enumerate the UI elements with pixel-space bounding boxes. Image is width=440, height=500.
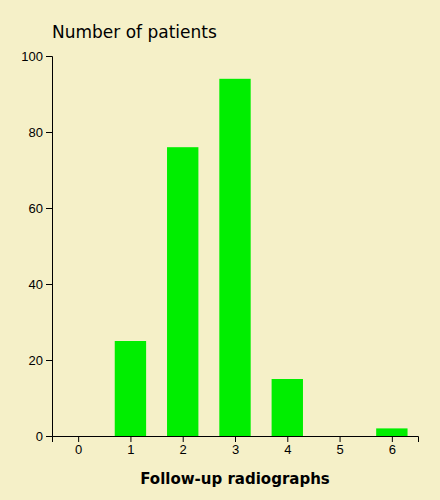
x-axis-tick-mark: [287, 436, 288, 442]
x-axis-tick-mark: [340, 436, 341, 442]
x-axis-tick: 3: [232, 436, 239, 457]
x-axis-tick-label: 2: [180, 442, 187, 457]
x-axis-tick: 6: [389, 436, 396, 457]
y-axis-tick-mark: [46, 284, 52, 285]
y-axis-tick-label: 100: [21, 49, 43, 64]
x-axis-tick-mark: [183, 436, 184, 442]
x-axis-tick: 5: [336, 436, 343, 457]
y-axis: 0 20 40 60 80 100: [21, 49, 52, 444]
x-axis-tick: 0: [75, 436, 82, 457]
x-axis-tick-label: 0: [75, 442, 82, 457]
x-axis-tick: 2: [180, 436, 187, 457]
x-axis-line: [53, 437, 419, 443]
x-axis-tick-mark: [392, 436, 393, 442]
y-axis-tick-label: 40: [29, 277, 43, 292]
x-axis-tick-label: 5: [336, 442, 343, 457]
x-axis-tick: 4: [284, 436, 291, 457]
bar: [167, 147, 198, 436]
y-axis-line: [46, 57, 53, 437]
bar: [219, 79, 250, 436]
x-axis-title: Follow-up radiographs: [140, 470, 330, 488]
y-axis-tick-mark: [46, 436, 52, 437]
y-axis-tick-mark: [46, 56, 52, 57]
y-axis-tick-label: 20: [29, 353, 43, 368]
y-axis-tick-label: 60: [29, 201, 43, 216]
y-axis-tick: 60: [29, 201, 52, 216]
bar: [376, 428, 407, 436]
y-axis-tick: 40: [29, 277, 52, 292]
bar: [115, 341, 146, 436]
x-axis-tick-label: 3: [232, 442, 239, 457]
x-axis-tick-mark: [235, 436, 236, 442]
x-axis-tick-label: 4: [284, 442, 291, 457]
y-axis-tick: 20: [29, 353, 52, 368]
y-axis-tick-mark: [46, 208, 52, 209]
y-axis-tick: 100: [21, 49, 52, 64]
bars: [115, 79, 408, 436]
plot: 0123456020406080100: [21, 49, 418, 458]
x-axis-tick-label: 1: [127, 442, 134, 457]
chart-svg: 0123456020406080100Follow-up radiographs…: [0, 0, 440, 500]
y-axis-tick-label: 0: [36, 429, 43, 444]
x-axis: 0 1 2 3 4 5 6: [53, 436, 419, 457]
bar: [272, 379, 303, 436]
bar: [324, 436, 355, 437]
y-axis-tick: 0: [36, 429, 52, 444]
y-axis-tick-mark: [46, 132, 52, 133]
chart-container: 0123456020406080100Follow-up radiographs…: [0, 0, 440, 500]
x-axis-tick-mark: [130, 436, 131, 442]
y-axis-tick: 80: [29, 125, 52, 140]
x-axis-tick-mark: [78, 436, 79, 442]
y-axis-tick-label: 80: [29, 125, 43, 140]
x-axis-tick: 1: [127, 436, 134, 457]
bar: [62, 436, 93, 437]
chart-title: Number of patients: [52, 22, 217, 42]
y-axis-tick-mark: [46, 360, 52, 361]
x-axis-tick-label: 6: [389, 442, 396, 457]
